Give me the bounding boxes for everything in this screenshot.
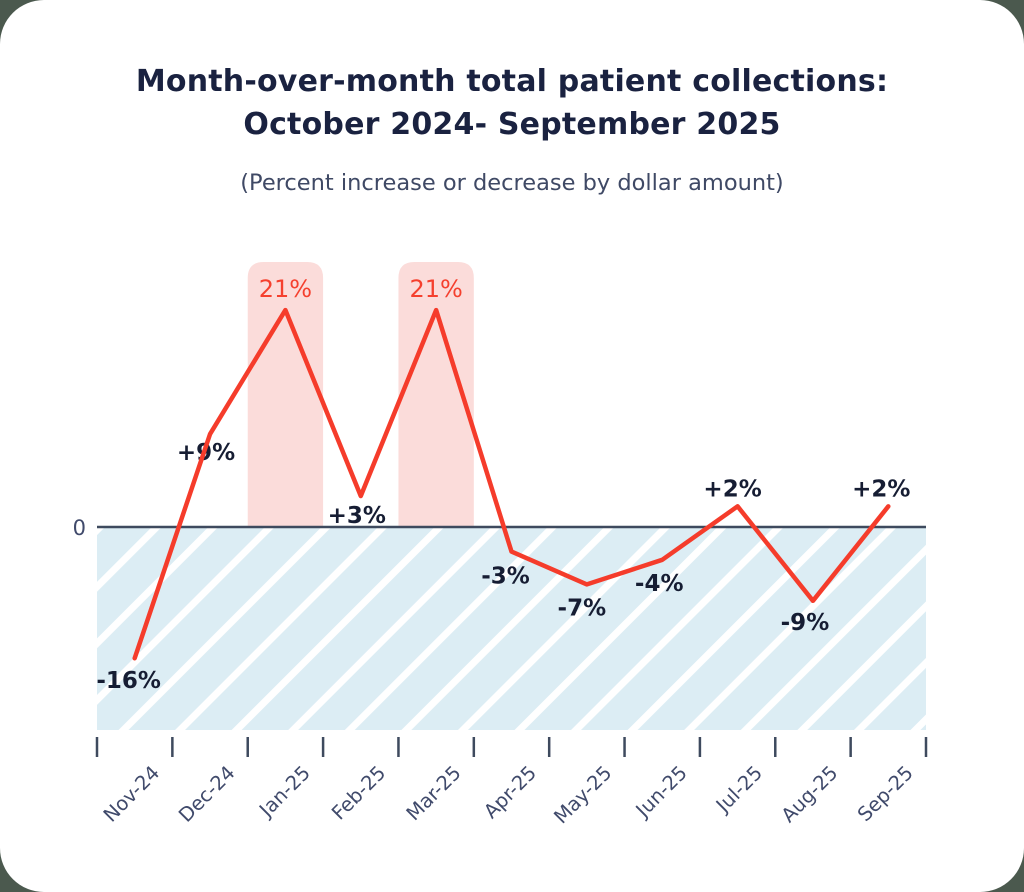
x-axis-label: Jun-25 (630, 761, 692, 823)
negative-area (97, 527, 926, 730)
point-label: -16% (96, 668, 161, 694)
chart-title-line1: Month-over-month total patient collectio… (135, 64, 889, 99)
point-label: 21% (409, 275, 462, 303)
y-axis-zero-label: 0 (73, 516, 86, 540)
highlight-band (247, 262, 324, 527)
point-label: +3% (328, 503, 386, 529)
point-label: -9% (781, 610, 830, 636)
x-axis-label: Aug-25 (777, 761, 843, 827)
point-label: +2% (703, 476, 761, 502)
x-axis-label: Dec-24 (174, 761, 239, 826)
point-label: -7% (558, 595, 607, 621)
data-line (132, 307, 891, 661)
point-label: -4% (635, 571, 684, 597)
chart-title: Month-over-month total patient collectio… (0, 60, 1024, 146)
x-axis-label: Feb-25 (327, 761, 390, 824)
point-label: -3% (481, 564, 530, 590)
x-axis-label: Jan-25 (253, 761, 314, 822)
x-axis-label: Apr-25 (479, 761, 541, 823)
chart-subtitle: (Percent increase or decrease by dollar … (240, 170, 784, 196)
x-axis-label: May-25 (549, 761, 616, 828)
x-axis-label: Nov-24 (99, 761, 164, 826)
point-label: 21% (259, 275, 312, 303)
point-label: +2% (852, 476, 910, 502)
x-axis-label: Mar-25 (402, 761, 466, 825)
x-axis-label: Jul-25 (710, 761, 767, 818)
x-axis-label: Sep-25 (853, 761, 918, 826)
highlight-band (398, 262, 474, 527)
chart-title-line2: October 2024- September 2025 (243, 107, 781, 142)
